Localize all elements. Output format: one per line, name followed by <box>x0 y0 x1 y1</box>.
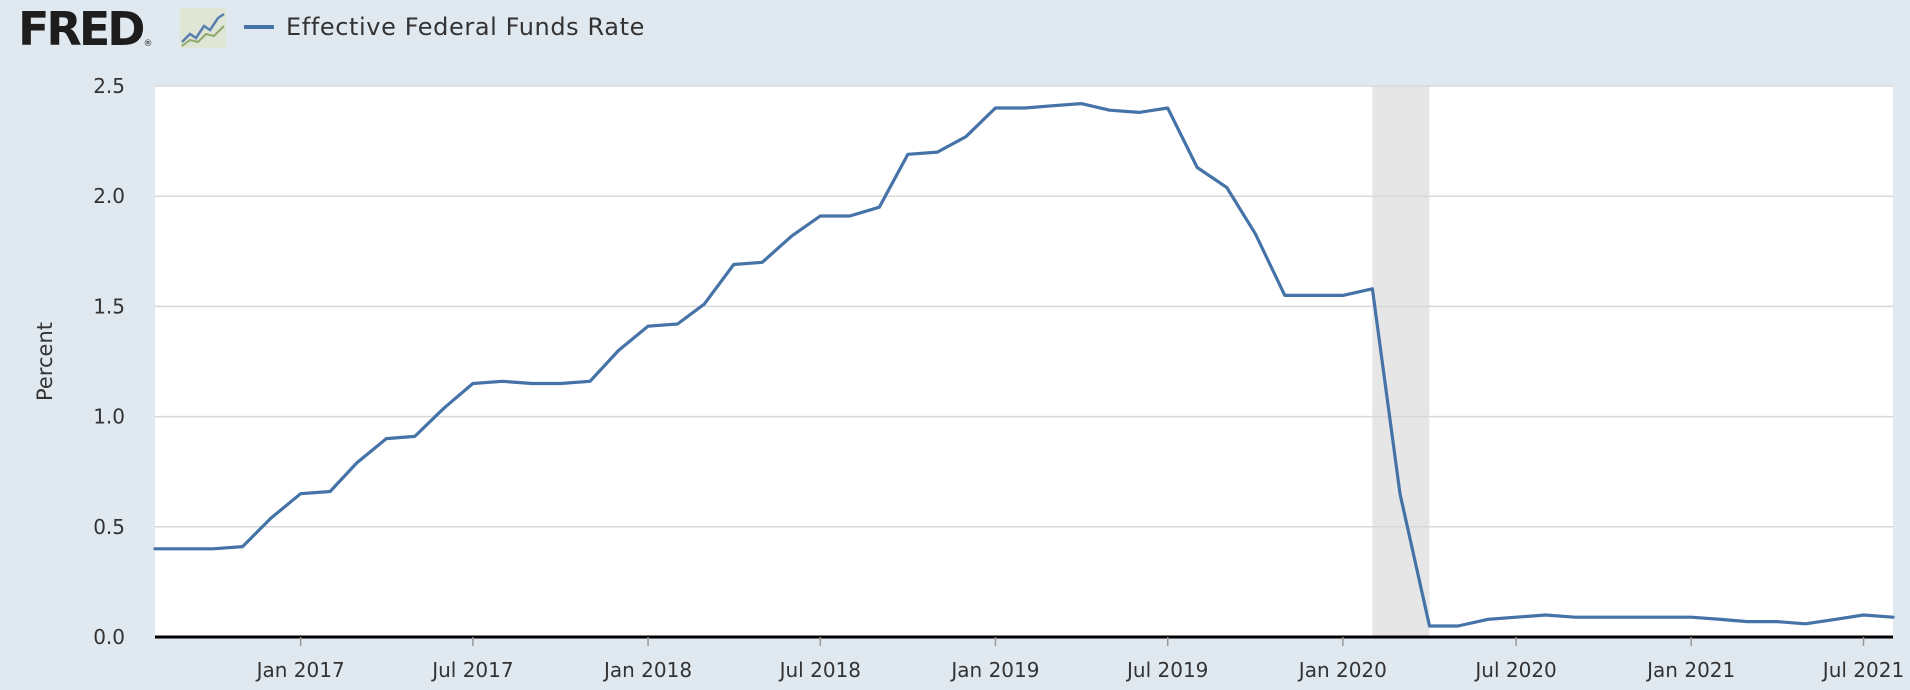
x-tick-label: Jan 2021 <box>1645 658 1735 682</box>
series-line <box>153 101 1895 628</box>
y-axis-label: Percent <box>33 322 57 401</box>
line-graph-icon <box>180 8 226 48</box>
y-tick-label: 0.5 <box>93 515 125 539</box>
plot-background <box>155 86 1893 637</box>
x-tick-label: Jul 2019 <box>1125 658 1208 682</box>
y-tick-label: 2.5 <box>93 74 125 98</box>
fred-logo-text: FRED <box>18 2 145 56</box>
y-tick-label: 1.5 <box>93 294 125 318</box>
x-tick-label: Jan 2020 <box>1297 658 1387 682</box>
legend-label: Effective Federal Funds Rate <box>286 13 645 41</box>
y-tick-label: 2.0 <box>93 184 125 208</box>
x-tick-label: Jul 2017 <box>430 658 513 682</box>
x-tick-label: Jan 2017 <box>255 658 345 682</box>
registered-mark: ® <box>143 39 153 49</box>
chart-header: FRED ® Effective Federal Funds Rate <box>0 0 1910 56</box>
plot-area: 0.0 0.5 1.0 1.5 2.0 2.5 Jan 2017 Jul 2017 Jan 20… <box>33 74 1904 682</box>
chart-legend[interactable]: Effective Federal Funds Rate <box>244 12 645 42</box>
legend-swatch <box>244 25 274 29</box>
y-tick-label: 1.0 <box>93 405 125 429</box>
x-tick-label: Jul 2021 <box>1821 658 1904 682</box>
x-tick-label: Jul 2018 <box>778 658 861 682</box>
fred-logo[interactable]: FRED ® <box>18 4 152 52</box>
x-tick-label: Jul 2020 <box>1473 658 1556 682</box>
y-tick-label: 0.0 <box>93 625 125 649</box>
x-tick-label: Jan 2018 <box>602 658 692 682</box>
x-tick-label: Jan 2019 <box>949 658 1039 682</box>
